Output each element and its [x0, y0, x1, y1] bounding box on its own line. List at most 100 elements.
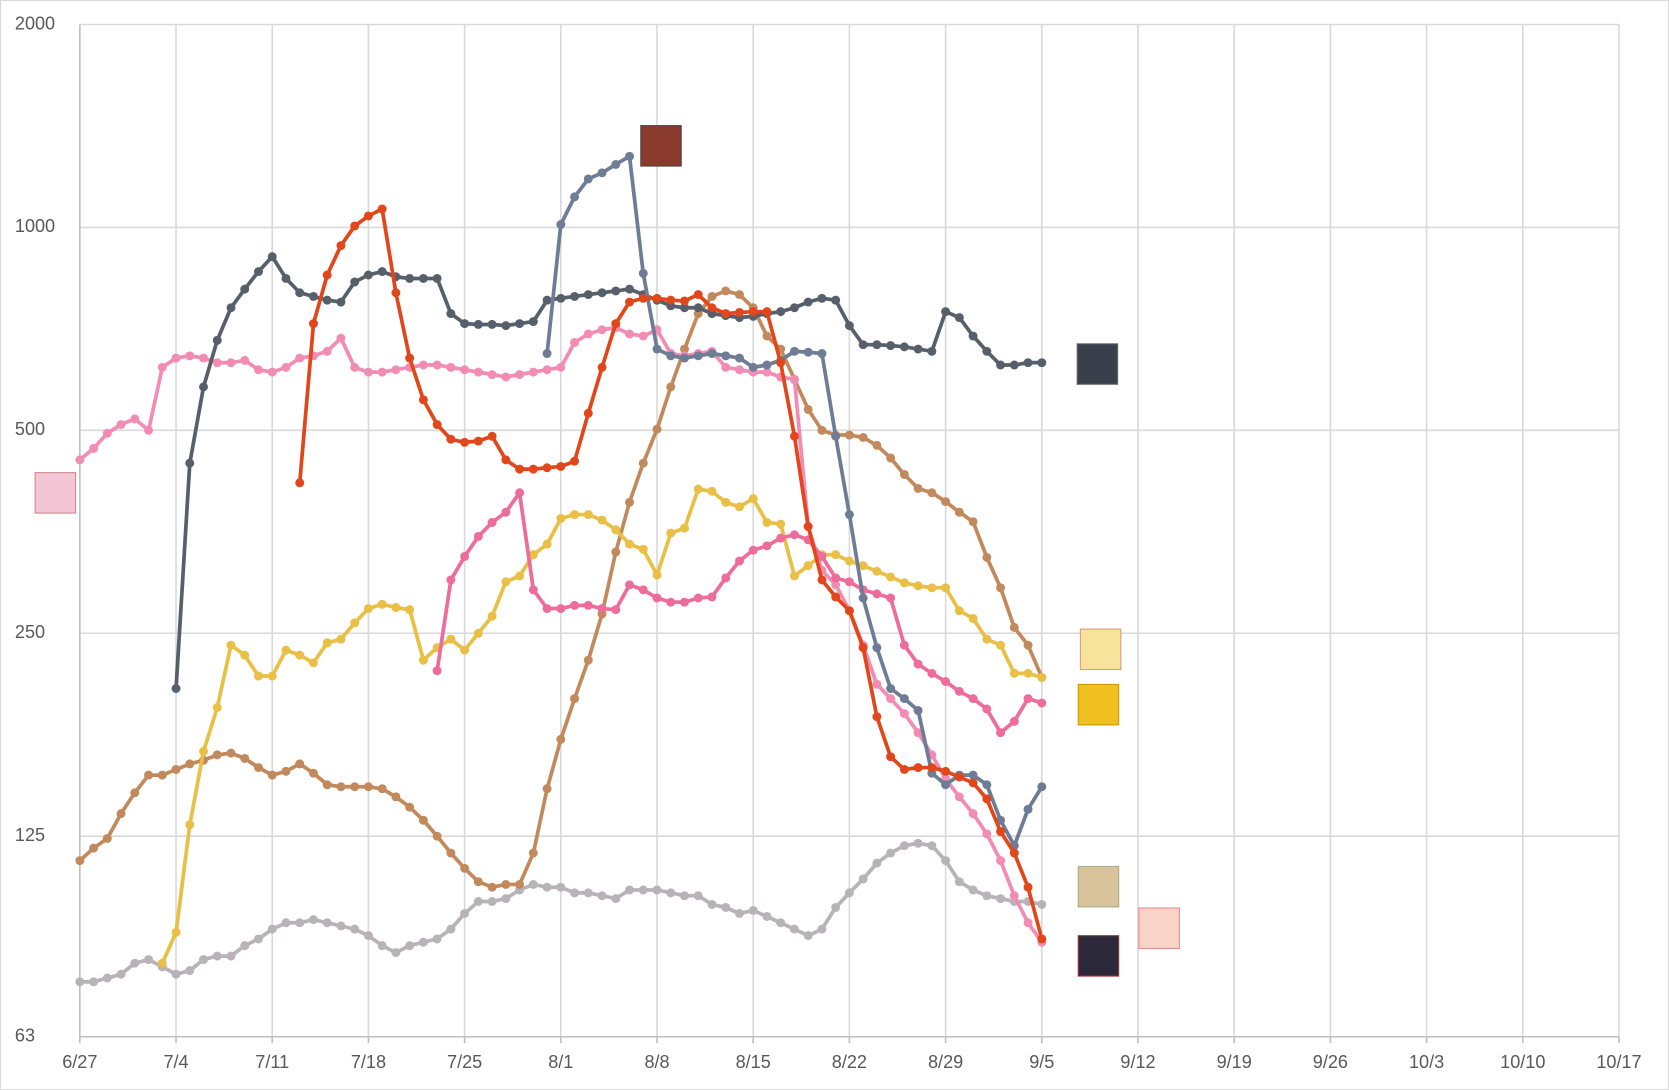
point: [226, 303, 236, 313]
point: [941, 583, 951, 593]
point: [528, 317, 538, 327]
point: [638, 585, 648, 595]
point: [913, 706, 923, 716]
point: [446, 575, 456, 585]
point: [611, 547, 621, 557]
point: [625, 297, 634, 307]
point: [858, 593, 868, 603]
point: [638, 544, 648, 554]
point: [899, 694, 909, 704]
point: [473, 628, 483, 638]
point: [831, 580, 841, 590]
point: [226, 951, 236, 961]
point: [707, 303, 717, 313]
point: [336, 297, 346, 307]
point: [968, 613, 978, 623]
point: [267, 252, 277, 262]
point: [666, 597, 676, 607]
point: [982, 634, 992, 644]
point: [267, 671, 277, 681]
point: [858, 340, 868, 350]
x-tick-label: 9/12: [1120, 1052, 1155, 1072]
point: [886, 684, 896, 693]
point: [89, 443, 99, 453]
point: [583, 655, 593, 665]
point: [831, 592, 841, 602]
point: [611, 159, 621, 169]
point: [968, 809, 978, 819]
point: [212, 703, 222, 712]
y-tick-label: 500: [15, 419, 45, 439]
point: [625, 151, 634, 161]
point: [446, 309, 456, 319]
point: [652, 344, 662, 354]
x-tick-label: 7/18: [351, 1052, 386, 1072]
point: [199, 955, 208, 965]
point: [721, 362, 731, 372]
point: [597, 891, 607, 901]
point: [432, 831, 442, 841]
point: [473, 531, 483, 541]
point: [968, 885, 978, 895]
x-tick-label: 7/11: [255, 1052, 289, 1072]
point: [734, 353, 744, 363]
point: [666, 528, 676, 538]
point: [240, 284, 250, 294]
point: [1009, 848, 1019, 858]
point: [597, 362, 607, 372]
point: [501, 321, 511, 331]
point: [1009, 716, 1019, 726]
point: [789, 374, 799, 384]
point: [721, 497, 731, 507]
point: [336, 333, 346, 343]
point: [611, 319, 621, 329]
point: [75, 977, 85, 987]
point: [762, 307, 772, 317]
point: [941, 677, 951, 686]
point: [1037, 899, 1047, 909]
point: [693, 593, 703, 603]
point: [308, 319, 318, 329]
x-tick-label: 10/17: [1596, 1052, 1641, 1072]
point: [515, 879, 525, 889]
icon: [1077, 935, 1120, 977]
y-tick-label: 1000: [15, 216, 55, 236]
point: [515, 464, 525, 474]
point: [1037, 934, 1047, 944]
point: [899, 640, 909, 650]
point: [886, 341, 896, 351]
point: [899, 470, 909, 479]
point: [144, 425, 154, 435]
point: [336, 241, 346, 251]
point: [405, 802, 415, 812]
point: [377, 784, 387, 794]
point: [899, 764, 909, 774]
point: [844, 556, 854, 566]
point: [872, 589, 882, 599]
point: [872, 340, 882, 350]
point: [350, 618, 360, 628]
point: [308, 291, 318, 301]
point: [652, 293, 662, 303]
point: [556, 293, 566, 303]
point: [625, 580, 634, 590]
point: [254, 671, 263, 681]
point: [680, 597, 689, 607]
point: [734, 502, 744, 512]
point: [844, 510, 854, 520]
point: [954, 313, 964, 323]
icon: [1077, 865, 1120, 908]
point: [199, 746, 208, 756]
series: [432, 488, 1047, 738]
point: [872, 566, 882, 576]
icon: [1138, 907, 1180, 949]
point: [776, 918, 786, 928]
point: [927, 346, 937, 356]
point: [308, 658, 318, 668]
point: [693, 484, 703, 494]
point: [432, 934, 442, 944]
point: [625, 497, 634, 507]
point: [432, 273, 442, 283]
point: [460, 551, 470, 561]
